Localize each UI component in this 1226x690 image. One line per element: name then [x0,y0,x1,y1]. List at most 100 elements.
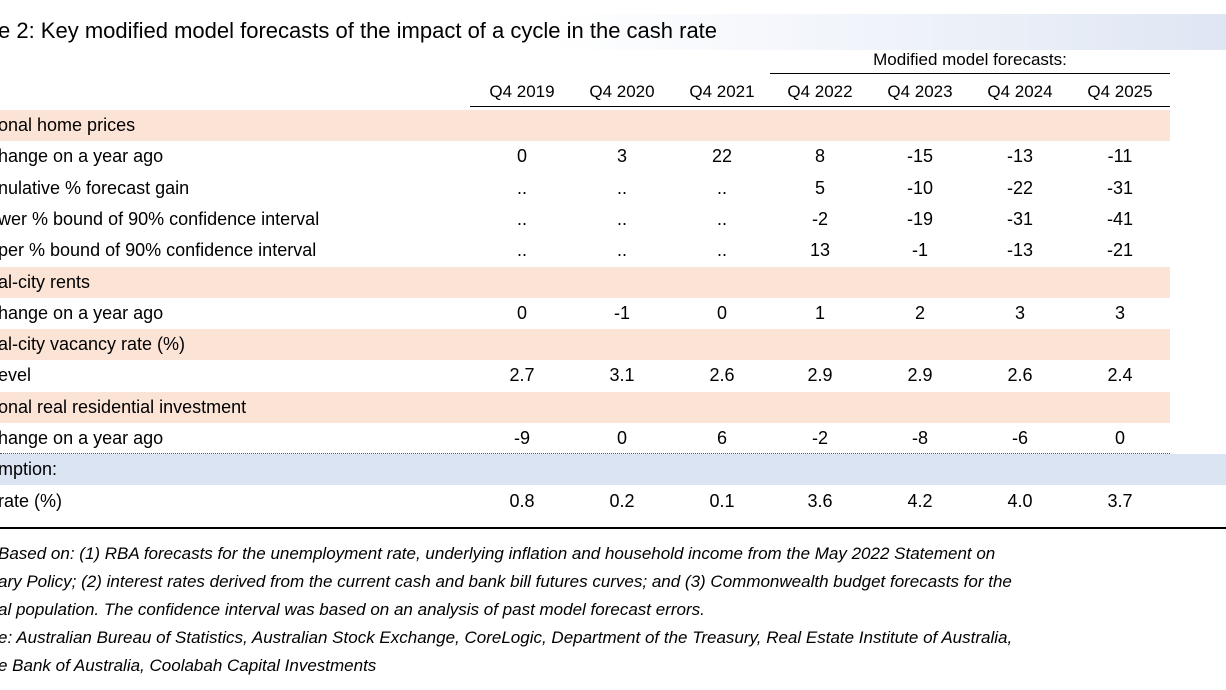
column-header: Q4 2024 [987,82,1053,101]
table-cell: 3 [616,146,627,167]
table-row: wer % bound of 90% confidence interval..… [0,204,1170,235]
table-row: hange on a year ago 0 -1 0 1 2 3 3 [0,298,1170,329]
row-label: hange on a year ago [0,428,164,448]
row-label: rate (%) [0,490,63,511]
note-line: Based on: (1) RBA forecasts for the unem… [0,544,996,563]
table-cell: 13 [809,240,831,261]
table-row: per % bound of 90% confidence interval..… [0,235,1170,266]
section-header: al-city rents [0,266,1170,298]
section-title: onal home prices [0,115,136,135]
table-cell: 0 [716,302,727,323]
table-cell: -22 [1006,177,1033,198]
table-cell: -15 [906,146,933,167]
table-cell: 3 [1014,302,1025,323]
table-cell: 2.6 [1007,365,1033,386]
table-cell: -9 [513,428,530,448]
table-cell: -19 [906,208,933,229]
table-cell: -1 [613,302,630,323]
section-header: al-city vacancy rate (%) [0,329,1170,361]
table-row: nulative % forecast gain...... 5 -10 -22 -31 [0,173,1170,204]
row-label: nulative % forecast gain [0,177,190,198]
table-cell: 0 [516,146,527,167]
column-header: Q4 2022 [787,82,853,101]
table-cell: 2.6 [709,365,735,386]
table-cell: 5 [814,177,825,198]
table-cell: 3 [1114,302,1125,323]
table-cell: 2 [914,302,925,323]
table-cell: 0.1 [709,490,735,511]
column-header-rule [470,106,1170,107]
table-cell: 2.9 [907,365,933,386]
table-notes: Based on: (1) RBA forecasts for the unem… [0,540,1226,680]
row-label: hange on a year ago [0,302,164,323]
table-cell: 3.1 [609,365,635,386]
table-row: evel 2.7 3.1 2.6 2.9 2.9 2.6 2.4 [0,360,1170,391]
row-label: evel [0,365,32,386]
table-cell: 6 [716,428,727,448]
table-cell: -13 [1006,240,1033,261]
table-cell: -13 [1006,146,1033,167]
table-cell: .. [716,240,727,261]
column-header: Q4 2019 [489,82,555,101]
table-cell: -11 [1107,146,1133,167]
table-cell: .. [516,208,527,229]
table-cell: -41 [1106,208,1133,229]
section-title: mption: [0,459,58,480]
title-bar [0,14,1226,50]
table-cell: .. [716,208,727,229]
row-label: wer % bound of 90% confidence interval [0,208,320,229]
table-cell: 22 [711,146,733,167]
table-cell: 8 [814,146,825,167]
note-line: ary Policy; (2) interest rates derived f… [0,572,1012,591]
table-cell: -10 [906,177,933,198]
table-cell: -31 [1106,177,1133,198]
source-line: e Bank of Australia, Coolabah Capital In… [0,656,377,675]
table-cell: -21 [1106,240,1133,261]
section-header: onal home prices [0,110,1170,141]
table-cell: -1 [911,240,928,261]
column-header: Q4 2023 [887,82,953,101]
section-title: al-city rents [0,271,91,292]
dotted-separator [0,453,1170,455]
table-cell: 0 [516,302,527,323]
table-row: rate (%) 0.8 0.2 0.1 3.6 4.2 4.0 3.7 [0,486,1170,517]
column-header: Q4 2021 [689,82,755,101]
section-header: onal real residential investment [0,391,1170,423]
table-cell: 0 [1114,428,1125,448]
table-row: hange on a year ago 0 3 22 8 -15 -13 -11 [0,141,1170,172]
table-cell: .. [616,208,627,229]
table-cell: 0 [616,428,627,448]
table-cell: -2 [811,428,828,448]
table-title: e 2: Key modified model forecasts of the… [0,18,718,43]
table-row: hange on a year ago -9 0 6 -2 -8 -6 0 [0,423,1170,454]
table-cell: 3.6 [807,490,833,511]
table-cell: 3.7 [1107,490,1133,511]
table-cell: .. [516,240,527,261]
section-header: mption: [0,454,1226,486]
table-cell: .. [716,177,727,198]
row-label: hange on a year ago [0,146,164,167]
column-header: Q4 2020 [589,82,655,101]
table-cell: 2.9 [807,365,833,386]
table-cell: 0.8 [509,490,535,511]
row-label: per % bound of 90% confidence interval [0,240,317,261]
section-title: al-city vacancy rate (%) [0,334,186,355]
table-cell: -31 [1006,208,1033,229]
table-cell: 0.2 [609,490,635,511]
table-cell: -6 [1011,428,1028,448]
table-cell: .. [616,177,627,198]
source-line: e: Australian Bureau of Statistics, Aust… [0,628,1013,647]
table-cell: .. [516,177,527,198]
table-cell: 1 [814,302,825,323]
section-title: onal real residential investment [0,396,247,417]
modified-forecasts-label: Modified model forecasts: [873,50,1067,69]
table-cell: 2.7 [509,365,535,386]
note-line: al population. The confidence interval w… [0,600,705,619]
modified-forecasts-underline [770,73,1170,74]
table-cell: 4.0 [1007,490,1033,511]
table-bottom-rule [0,527,1226,529]
table-cell: -2 [811,208,828,229]
column-header: Q4 2025 [1087,82,1153,101]
table-cell: 2.4 [1107,365,1133,386]
table-cell: -8 [911,428,928,448]
